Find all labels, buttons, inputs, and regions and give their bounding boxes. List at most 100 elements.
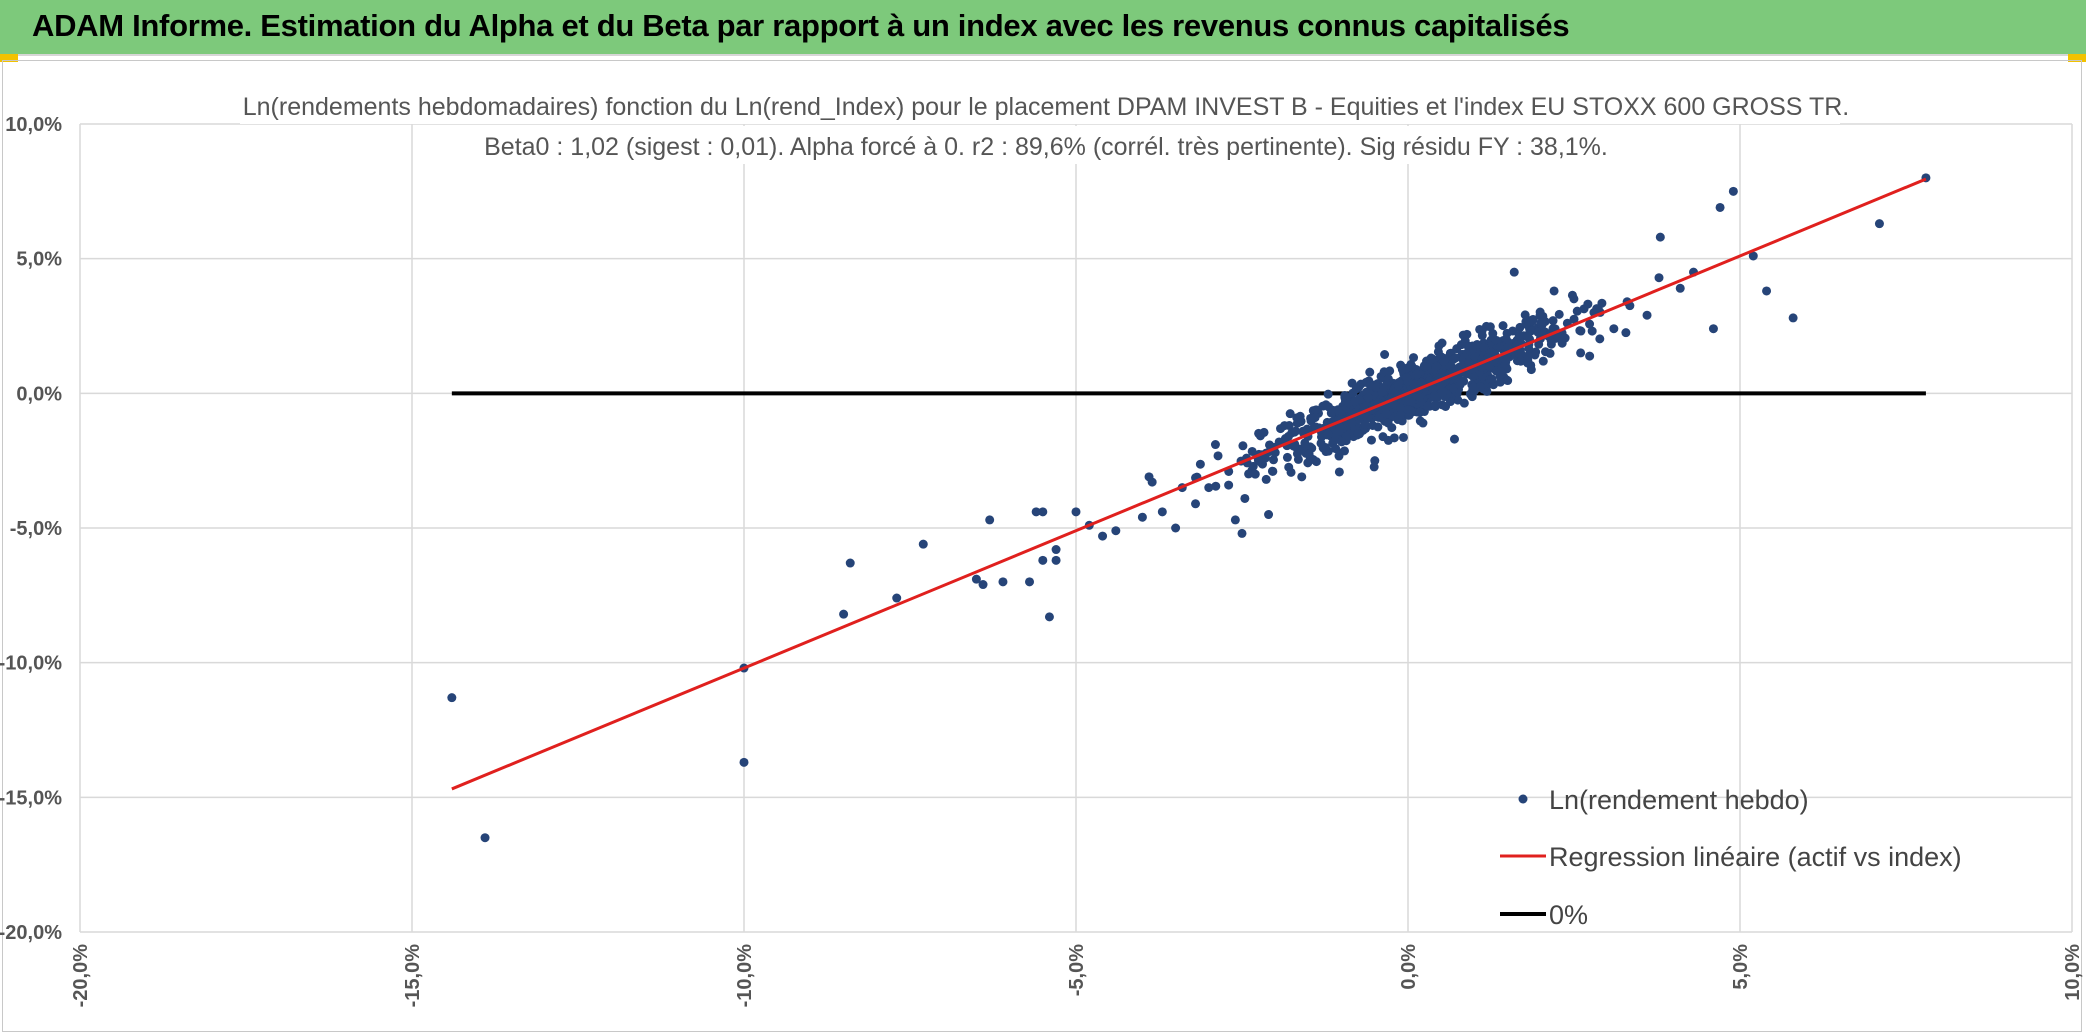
- data-point: [1334, 467, 1344, 477]
- data-point: [1576, 348, 1586, 358]
- x-axis-labels: -20,0% -15,0% -10,0% -5,0% 0,0% 5,0% 10,0%: [70, 944, 2084, 1008]
- data-point: [1353, 429, 1363, 439]
- data-point: [1302, 424, 1312, 434]
- data-point: [1383, 418, 1393, 428]
- data-point: [1144, 472, 1154, 482]
- data-point: [1523, 355, 1533, 365]
- data-point: [1404, 396, 1414, 406]
- data-point: [1261, 474, 1271, 484]
- data-point: [1283, 431, 1293, 441]
- data-point: [1487, 374, 1497, 384]
- data-point: [1285, 409, 1295, 419]
- data-point: [1250, 469, 1260, 479]
- data-point: [1393, 380, 1403, 390]
- data-point: [1708, 324, 1718, 334]
- data-point: [1462, 329, 1472, 339]
- data-point: [1523, 332, 1533, 342]
- data-point: [1430, 400, 1440, 410]
- data-point: [1360, 420, 1370, 430]
- data-point: [1585, 319, 1595, 329]
- y-tick-label: -15,0%: [0, 787, 62, 809]
- data-point: [1715, 202, 1725, 212]
- data-point: [1224, 480, 1234, 490]
- data-point: [1642, 310, 1652, 320]
- data-point: [1546, 339, 1556, 349]
- data-point: [1416, 378, 1426, 388]
- chart-title-line2: Beta0 : 1,02 (sigest : 0,01). Alpha forc…: [484, 133, 1608, 161]
- data-point: [1762, 286, 1772, 296]
- data-point: [1365, 367, 1375, 377]
- data-point: [1655, 232, 1665, 242]
- y-tick-label: 0,0%: [16, 383, 62, 405]
- data-point: [1111, 526, 1121, 536]
- data-point: [1031, 507, 1041, 517]
- data-point: [1430, 391, 1440, 401]
- report-title: ADAM Informe. Estimation du Alpha et du …: [32, 8, 1570, 43]
- data-point: [1554, 309, 1564, 319]
- data-point: [1347, 418, 1357, 428]
- data-point: [1337, 437, 1347, 447]
- data-point: [1350, 396, 1360, 406]
- data-point: [1498, 321, 1508, 331]
- data-point: [1267, 466, 1277, 476]
- data-point: [1269, 455, 1279, 465]
- data-point: [1495, 377, 1505, 387]
- data-point: [1380, 349, 1390, 359]
- y-axis-labels: -20,0% -15,0% -10,0% -5,0% 0,0% 5,0% 10,0%: [0, 114, 62, 944]
- y-tick-label: 5,0%: [16, 249, 62, 271]
- data-point: [1548, 316, 1558, 326]
- data-point: [1396, 409, 1406, 419]
- data-point: [1437, 338, 1447, 348]
- data-point: [839, 609, 849, 619]
- data-point: [1728, 186, 1738, 196]
- data-point: [1348, 388, 1358, 398]
- data-point: [1496, 367, 1506, 377]
- x-tick-label: -10,0%: [734, 944, 756, 1008]
- data-point: [1428, 354, 1438, 364]
- data-point: [1541, 347, 1551, 357]
- data-point: [1240, 493, 1250, 503]
- data-point: [1374, 412, 1384, 422]
- data-point: [1361, 377, 1371, 387]
- data-point: [1448, 383, 1458, 393]
- data-point: [1418, 418, 1428, 428]
- data-point: [1467, 341, 1477, 351]
- data-point: [1402, 373, 1412, 383]
- data-point: [1318, 401, 1328, 411]
- data-point: [739, 757, 749, 767]
- data-point: [1569, 314, 1579, 324]
- data-point: [1492, 335, 1502, 345]
- x-tick-label: -20,0%: [70, 944, 92, 1008]
- data-point: [1253, 455, 1263, 465]
- data-point: [1334, 426, 1344, 436]
- data-point: [1051, 545, 1061, 555]
- data-point: [1469, 386, 1479, 396]
- data-point: [1509, 267, 1519, 277]
- data-point: [1284, 462, 1294, 472]
- data-point: [1316, 438, 1326, 448]
- grid-lines: [79, 123, 2073, 933]
- data-point: [1456, 340, 1466, 350]
- data-point: [1323, 429, 1333, 439]
- data-point: [1503, 376, 1513, 386]
- y-tick-label: 10,0%: [5, 114, 62, 136]
- data-point: [1331, 444, 1341, 454]
- y-tick-label: -5,0%: [10, 518, 62, 540]
- data-point: [1191, 499, 1201, 509]
- data-point: [1195, 459, 1205, 469]
- data-point: [1788, 313, 1798, 323]
- data-point: [1748, 251, 1758, 261]
- legend-label-zero: 0%: [1549, 900, 1588, 930]
- data-point: [1340, 391, 1350, 401]
- regression-line: [451, 177, 1927, 791]
- legend-label-regression: Regression linéaire (actif vs index): [1549, 842, 1962, 872]
- corner-marker-left: [0, 54, 18, 62]
- data-point: [1254, 428, 1264, 438]
- data-point: [1044, 612, 1054, 622]
- data-point: [1621, 328, 1631, 338]
- data-point: [1213, 451, 1223, 461]
- x-tick-label: 10,0%: [2062, 944, 2084, 1001]
- data-point: [978, 580, 988, 590]
- data-point: [1459, 376, 1469, 386]
- data-point: [1585, 351, 1595, 361]
